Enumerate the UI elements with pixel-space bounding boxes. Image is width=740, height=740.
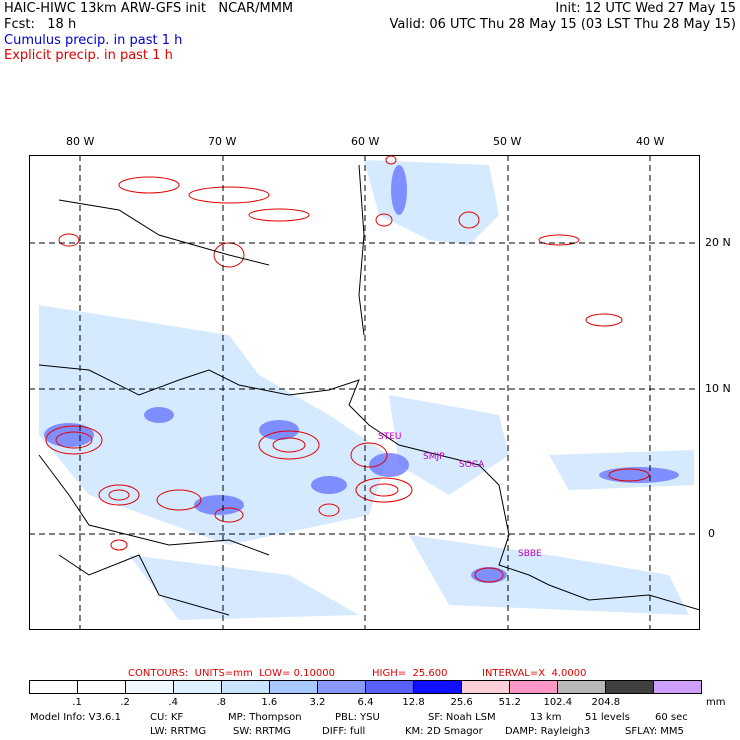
resolution: 13 km <box>530 712 562 723</box>
forecast-hour: Fcst: 18 h <box>4 17 77 32</box>
init-time: Init: 12 UTC Wed 27 May 15 <box>555 1 736 16</box>
surface-scheme: SF: Noah LSM <box>428 712 496 723</box>
legend-tick-label: 25.6 <box>450 697 473 708</box>
legend-tick-label: .8 <box>216 697 227 708</box>
legend-swatch <box>558 681 606 693</box>
lon-label-40w: 40 W <box>636 135 665 148</box>
grid-lines <box>29 155 700 630</box>
legend-swatch <box>174 681 222 693</box>
precip-map <box>29 155 700 630</box>
legend-tick-label: 12.8 <box>402 697 425 708</box>
legend-swatch <box>654 681 701 693</box>
lat-label-equator: 0 <box>708 527 715 540</box>
site-sbbe: SBBE <box>518 549 542 559</box>
legend-tick-label: .4 <box>168 697 178 708</box>
diffusion-option: DIFF: full <box>322 726 366 737</box>
vertical-levels: 51 levels <box>585 712 630 723</box>
cumulus-scheme: CU: KF <box>150 712 184 723</box>
legend-swatch <box>366 681 414 693</box>
explicit-precip-label: Explicit precip. in past 1 h <box>4 48 173 63</box>
legend-tick-label: 102.4 <box>543 697 573 708</box>
legend-swatch <box>126 681 174 693</box>
color-legend-bar <box>29 680 702 694</box>
legend-swatch <box>318 681 366 693</box>
site-soca: SOCA <box>459 460 485 470</box>
cumulus-precip-area <box>39 160 694 620</box>
legend-tick-label: 3.2 <box>309 697 326 708</box>
contour-high: HIGH= 25.600 <box>372 668 448 679</box>
longwave-scheme: LW: RRTMG <box>150 726 207 737</box>
shortwave-scheme: SW: RRTMG <box>233 726 291 737</box>
legend-swatch <box>510 681 558 693</box>
legend-swatch <box>606 681 654 693</box>
legend-tick-label: 1.6 <box>261 697 278 708</box>
legend-tick-label: 204.8 <box>591 697 621 708</box>
explicit-precip-contours <box>45 155 650 583</box>
sfc-layer-scheme: SFLAY: MM5 <box>625 726 684 737</box>
cumulus-precip-label: Cumulus precip. in past 1 h <box>4 33 183 48</box>
contour-units: CONTOURS: UNITS=mm LOW= 0.10000 <box>128 668 335 679</box>
model-title: HAIC-HIWC 13km ARW-GFS init NCAR/MMM <box>4 1 294 16</box>
site-steu: STEU <box>378 432 402 442</box>
legend-swatch <box>414 681 462 693</box>
lat-label-10n: 10 N <box>705 382 731 395</box>
time-step: 60 sec <box>655 712 688 723</box>
legend-swatch <box>78 681 126 693</box>
legend-tick-label: .1 <box>72 697 82 708</box>
legend-swatch <box>222 681 270 693</box>
microphysics-scheme: MP: Thompson <box>228 712 302 723</box>
legend-swatch <box>270 681 318 693</box>
pbl-scheme: PBL: YSU <box>335 712 380 723</box>
damping-option: DAMP: Rayleigh3 <box>505 726 591 737</box>
site-smjp: SMJP <box>423 452 445 462</box>
legend-swatch <box>30 681 78 693</box>
legend-unit: mm <box>706 697 726 708</box>
lon-label-80w: 80 W <box>66 135 95 148</box>
lon-label-50w: 50 W <box>493 135 522 148</box>
coastlines <box>38 164 700 616</box>
legend-tick-label: 6.4 <box>357 697 374 708</box>
legend-swatch <box>462 681 510 693</box>
km-option: KM: 2D Smagor <box>405 726 483 737</box>
legend-tick-label: 51.2 <box>498 697 521 708</box>
lat-label-20n: 20 N <box>705 236 731 249</box>
lon-label-60w: 60 W <box>351 135 380 148</box>
lon-label-70w: 70 W <box>208 135 237 148</box>
contour-interval: INTERVAL=X 4.0000 <box>482 668 587 679</box>
model-version: Model Info: V3.6.1 <box>30 712 121 723</box>
legend-tick-label: .2 <box>120 697 130 708</box>
valid-time: Valid: 06 UTC Thu 28 May 15 (03 LST Thu … <box>389 17 737 32</box>
